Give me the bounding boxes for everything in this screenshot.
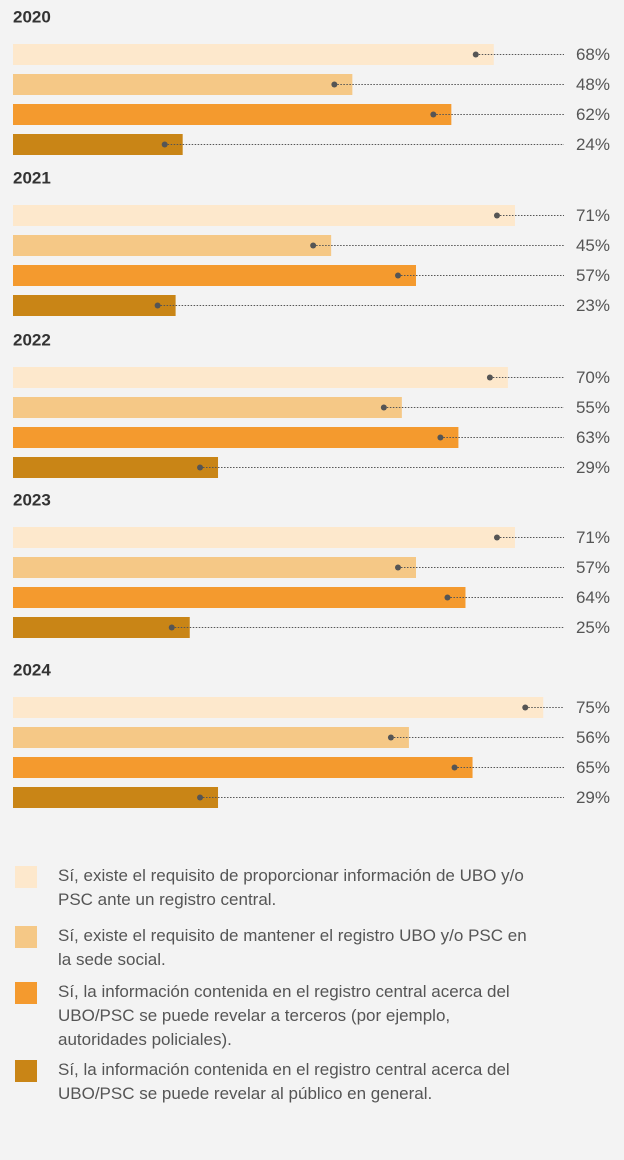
legend-swatch xyxy=(15,1060,37,1082)
value-label: 62% xyxy=(576,105,610,124)
bar xyxy=(13,757,473,778)
bar xyxy=(13,617,190,638)
legend-item: Sí, la información contenida en el regis… xyxy=(15,1058,538,1106)
bar-dot xyxy=(486,374,493,381)
value-label: 71% xyxy=(576,528,610,547)
bar-dot xyxy=(472,51,479,58)
bar-dot xyxy=(451,764,458,771)
bar-dot xyxy=(430,111,437,118)
bar-dot xyxy=(493,212,500,219)
value-label: 57% xyxy=(576,558,610,577)
bar-dot xyxy=(197,794,204,801)
value-label: 45% xyxy=(576,236,610,255)
value-label: 56% xyxy=(576,728,610,747)
bar-dot xyxy=(444,594,451,601)
bar-dot xyxy=(387,734,394,741)
legend-item: Sí, existe el requisito de mantener el r… xyxy=(15,924,538,972)
legend-label: Sí, la información contenida en el regis… xyxy=(58,1060,510,1103)
bar xyxy=(13,44,494,65)
bar xyxy=(13,235,332,256)
value-label: 29% xyxy=(576,458,610,477)
value-label: 24% xyxy=(576,135,610,154)
bar xyxy=(13,557,416,578)
legend-item: Sí, la información contenida en el regis… xyxy=(15,980,538,1052)
bar xyxy=(13,104,452,125)
bar-dot xyxy=(394,272,401,279)
bar-dot xyxy=(197,464,204,471)
bar xyxy=(13,295,176,316)
bar xyxy=(13,787,219,808)
bar xyxy=(13,74,353,95)
value-label: 57% xyxy=(576,266,610,285)
bar xyxy=(13,205,515,226)
legend-label: Sí, la información contenida en el regis… xyxy=(58,982,510,1049)
value-label: 75% xyxy=(576,698,610,717)
bar xyxy=(13,367,508,388)
bar-dot xyxy=(394,564,401,571)
value-label: 71% xyxy=(576,206,610,225)
bar-dot xyxy=(161,141,168,148)
bar-dot xyxy=(310,242,317,249)
bar-dot xyxy=(493,534,500,541)
bar-dot xyxy=(168,624,175,631)
legend-item: Sí, existe el requisito de proporcionar … xyxy=(15,864,538,912)
bar xyxy=(13,727,409,748)
bar-dot xyxy=(437,434,444,441)
value-label: 63% xyxy=(576,428,610,447)
bar-dot xyxy=(331,81,338,88)
group-label: 2022 xyxy=(13,330,51,349)
bar xyxy=(13,427,459,448)
value-label: 23% xyxy=(576,296,610,315)
bar xyxy=(13,265,416,286)
legend-swatch xyxy=(15,866,37,888)
legend-label: Sí, existe el requisito de proporcionar … xyxy=(58,866,524,909)
legend-swatch xyxy=(15,982,37,1004)
value-label: 68% xyxy=(576,45,610,64)
bar xyxy=(13,697,544,718)
group-label: 2024 xyxy=(13,660,51,679)
bar-dot xyxy=(154,302,161,309)
group-label: 2020 xyxy=(13,7,51,26)
group-label: 2023 xyxy=(13,490,51,509)
legend-swatch xyxy=(15,926,37,948)
chart: 2020 68% 48% 62% 24% 2021 71% 45% 57% 23% 2022 70% 5… xyxy=(13,7,610,808)
bar xyxy=(13,457,219,478)
bar xyxy=(13,527,515,548)
bar xyxy=(13,397,402,418)
value-label: 55% xyxy=(576,398,610,417)
bar xyxy=(13,134,183,155)
bar-dot xyxy=(380,404,387,411)
legend-label: Sí, existe el requisito de mantener el r… xyxy=(58,926,527,969)
value-label: 29% xyxy=(576,788,610,807)
value-label: 70% xyxy=(576,368,610,387)
value-label: 65% xyxy=(576,758,610,777)
bar-dot xyxy=(522,704,529,711)
value-label: 25% xyxy=(576,618,610,637)
value-label: 64% xyxy=(576,588,610,607)
bar xyxy=(13,587,466,608)
group-label: 2021 xyxy=(13,168,51,187)
value-label: 48% xyxy=(576,75,610,94)
